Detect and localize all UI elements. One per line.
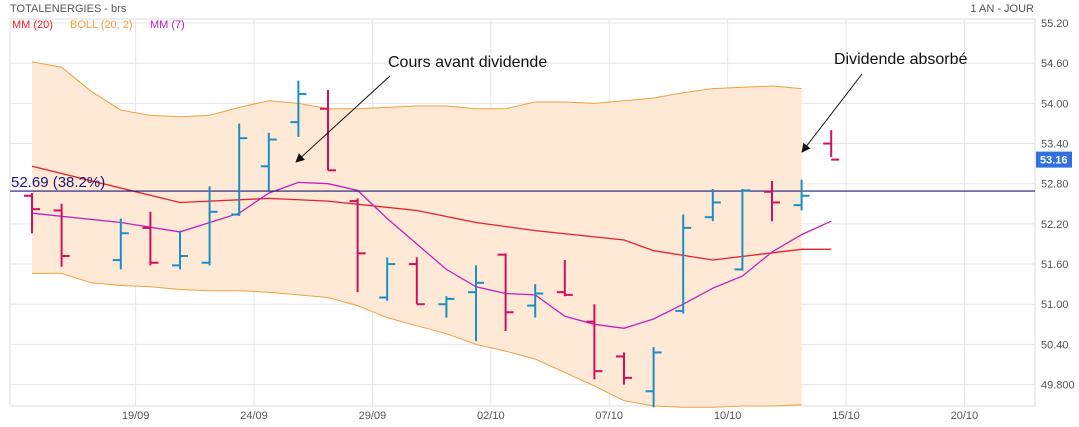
mm20-line (31, 165, 832, 261)
y-tick-label: 51.00 (1041, 299, 1069, 311)
y-tick-label: 54.60 (1041, 58, 1069, 70)
last-price-badge (1036, 151, 1072, 168)
y-tick-label: 54.00 (1041, 98, 1069, 110)
legend-entry: BOLL (20, 2) (70, 19, 133, 31)
y-tick-label: 52.80 (1041, 179, 1069, 191)
x-tick-label: 24/09 (240, 410, 268, 422)
y-tick-label: 55.20 (1041, 18, 1069, 30)
y-tick-label: 50.40 (1041, 339, 1069, 351)
period-label: 1 AN - JOUR (970, 3, 1034, 15)
annotation-before-dividend: Cours avant dividende (388, 54, 547, 71)
bollinger-lower-line (32, 272, 802, 408)
y-tick-label: 53.40 (1041, 139, 1069, 151)
x-tick-label: 19/09 (122, 410, 150, 422)
annotation-arrow-before-dividend (295, 75, 391, 163)
y-tick-label: 51.60 (1041, 259, 1069, 271)
level-label: 52.69 (38.2%) (11, 174, 105, 191)
legend-entry: MM (7) (150, 19, 185, 31)
bollinger-upper-line (31, 61, 802, 118)
annotation-dividend-absorbed: Dividende absorbé (834, 51, 968, 68)
annotation-arrow-dividend-absorbed (801, 73, 863, 153)
y-tick-label: 49.800 (1041, 380, 1075, 392)
x-tick-label: 07/10 (595, 410, 623, 422)
y-tick-label: 52.20 (1041, 219, 1069, 231)
x-tick-label: 20/10 (951, 410, 979, 422)
legend-entry: MM (20) (12, 19, 53, 31)
instrument-title: TOTALENERGIES - brs (10, 3, 127, 15)
last-price-label: 53.16 (1040, 155, 1068, 167)
x-tick-label: 02/10 (477, 410, 505, 422)
x-tick-label: 15/10 (832, 410, 860, 422)
x-tick-label: 29/09 (359, 410, 387, 422)
bollinger-band-area (32, 61, 802, 408)
x-tick-label: 10/10 (714, 410, 742, 422)
